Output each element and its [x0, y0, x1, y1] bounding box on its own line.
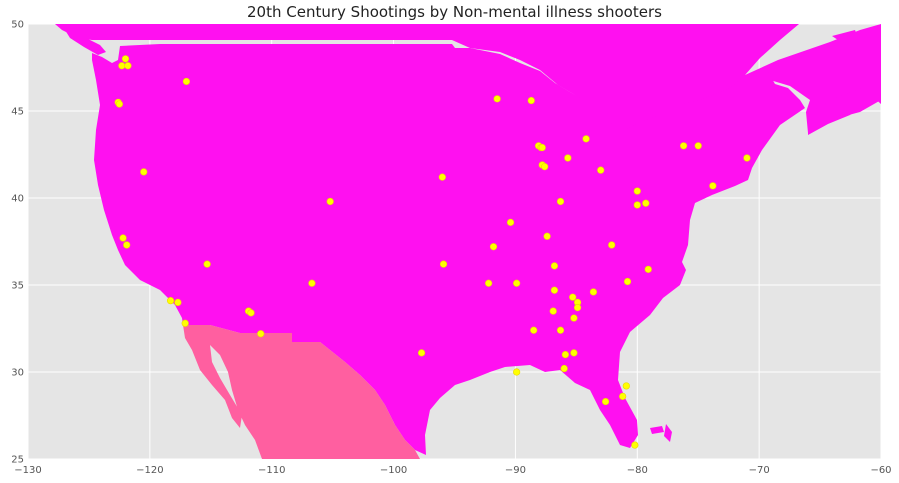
shooting-point [417, 349, 426, 357]
chart-title: 20th Century Shootings by Non-mental ill… [247, 3, 662, 21]
island-landmass [872, 76, 881, 104]
shooting-point [573, 304, 582, 312]
shooting-point [709, 182, 717, 190]
shooting-point [182, 77, 191, 86]
y-tick-label: 50 [11, 20, 24, 31]
island-landmass [832, 30, 858, 40]
shooting-point [564, 154, 572, 162]
shooting-point [439, 260, 448, 268]
y-tick-label: 40 [11, 194, 24, 205]
shooting-point [679, 142, 688, 150]
shooting-point [556, 197, 565, 206]
nova-scotia-landmass [808, 88, 870, 135]
shooting-point [549, 307, 557, 315]
shooting-point [123, 241, 131, 249]
shooting-point [541, 163, 549, 171]
shooting-point [174, 298, 182, 307]
shooting-point [527, 96, 535, 105]
shooting-point [642, 199, 650, 207]
shooting-point [489, 243, 498, 251]
shooting-point [124, 62, 132, 70]
x-tick-label: −80 [627, 465, 648, 476]
shooting-point [597, 166, 605, 174]
shooting-point [203, 260, 211, 268]
shooting-points [114, 55, 751, 449]
shooting-point [550, 286, 559, 294]
shooting-point [633, 187, 641, 195]
shooting-point [570, 314, 578, 322]
shooting-point [140, 168, 148, 176]
shooting-point [743, 154, 751, 162]
shooting-point [623, 277, 632, 286]
shooting-point [485, 279, 493, 287]
shooting-point [493, 95, 501, 103]
shooting-point [438, 173, 446, 181]
shooting-point [569, 293, 577, 301]
shooting-point [622, 382, 630, 390]
y-tick-label: 45 [11, 107, 24, 118]
x-tick-label: −70 [749, 465, 770, 476]
shooting-point [115, 100, 123, 108]
shooting-point [118, 62, 126, 70]
shooting-point [589, 288, 598, 296]
shooting-point [631, 441, 639, 449]
x-tick-label: −120 [136, 465, 163, 476]
shooting-point [608, 241, 616, 249]
shooting-point [257, 330, 265, 338]
usa-landmass [92, 44, 805, 455]
mexico-landmass [183, 325, 420, 459]
shooting-point [538, 143, 546, 152]
shooting-point [326, 197, 334, 206]
shooting-point [543, 232, 551, 240]
y-tick-label: 25 [11, 455, 24, 466]
bahamas-landmass [664, 424, 672, 442]
shooting-point [550, 262, 559, 270]
shooting-point [308, 279, 316, 287]
shooting-point [530, 326, 538, 334]
shooting-point [556, 326, 565, 334]
x-tick-label: −130 [14, 465, 41, 476]
shooting-point [506, 218, 515, 226]
shooting-point [619, 392, 627, 400]
x-tick-label: −90 [505, 465, 526, 476]
shooting-point [602, 397, 610, 406]
shooting-point [181, 319, 189, 327]
shooting-point [513, 279, 521, 287]
y-tick-label: 35 [11, 281, 24, 292]
shooting-point [121, 55, 130, 63]
y-tick-label: 30 [11, 368, 24, 379]
shooting-point [644, 265, 652, 273]
shooting-point [247, 309, 255, 317]
x-tick-label: −60 [870, 465, 891, 476]
shooting-point [694, 142, 702, 150]
shooting-point [633, 201, 641, 209]
shooting-point [582, 135, 590, 143]
shooting-point [560, 364, 568, 373]
shooting-point [570, 349, 578, 357]
island-landmass [65, 30, 106, 55]
x-tick-label: −100 [380, 465, 407, 476]
shooting-point [166, 297, 175, 305]
bahamas-landmass [650, 426, 664, 434]
x-tick-label: −110 [258, 465, 285, 476]
x-axis-ticks: −130 −120 −110 −100 −90 −80 −70 −60 [14, 465, 891, 476]
y-axis-ticks: 25 30 35 40 45 50 [11, 20, 24, 466]
shooting-point [513, 368, 521, 376]
shooting-point [561, 351, 569, 359]
shooting-point [119, 234, 127, 242]
